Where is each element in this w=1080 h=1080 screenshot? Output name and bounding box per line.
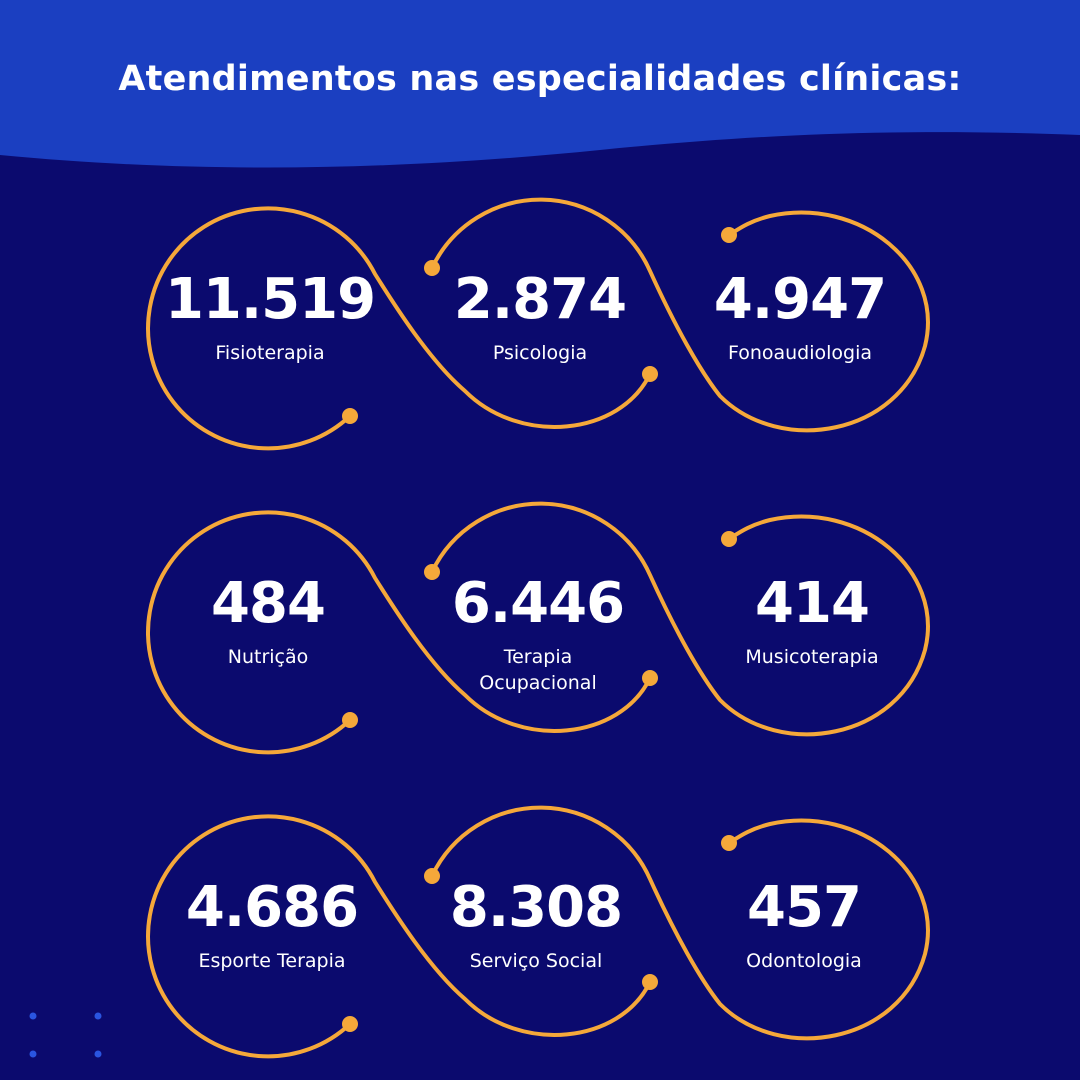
- stat-odontologia: 457 Odontologia: [684, 878, 924, 974]
- stat-value: 4.947: [713, 267, 887, 332]
- stat-label: Odontologia: [746, 950, 862, 972]
- stat-label: Terapia Ocupacional: [479, 646, 597, 694]
- infinity-line-row-1: [146, 197, 930, 451]
- stat-label: Musicoterapia: [745, 646, 879, 668]
- stat-nutricao: 484 Nutrição: [148, 574, 388, 670]
- stat-psicologia: 2.874 Psicologia: [420, 270, 660, 366]
- stat-value: 4.686: [185, 875, 359, 940]
- stat-label: Serviço Social: [469, 950, 603, 972]
- stat-value: 457: [747, 875, 862, 940]
- stat-value: 6.446: [451, 571, 625, 636]
- stat-fonoaudiologia: 4.947 Fonoaudiologia: [680, 270, 920, 366]
- stat-musicoterapia: 414 Musicoterapia: [692, 574, 932, 670]
- stat-label: Psicologia: [492, 342, 588, 364]
- stat-label: Nutrição: [227, 646, 309, 668]
- stat-fisioterapia: 11.519 Fisioterapia: [150, 270, 390, 366]
- stat-label: Fisioterapia: [215, 342, 325, 364]
- stat-value: 11.519: [164, 267, 376, 332]
- stat-value: 484: [211, 571, 326, 636]
- stat-terapia-ocupacional: 6.446 Terapia Ocupacional: [418, 574, 658, 696]
- stat-servico-social: 8.308 Serviço Social: [416, 878, 656, 974]
- stat-value: 414: [755, 571, 870, 636]
- stat-label: Fonoaudiologia: [727, 342, 873, 364]
- stat-esporte-terapia: 4.686 Esporte Terapia: [152, 878, 392, 974]
- stat-value: 8.308: [449, 875, 623, 940]
- page-title: Atendimentos nas especialidades clínicas…: [118, 59, 962, 100]
- infinity-line-row-2: [146, 501, 930, 755]
- infinity-line-row-3: [146, 805, 930, 1059]
- stat-label: Esporte Terapia: [198, 950, 346, 972]
- stat-value: 2.874: [453, 267, 627, 332]
